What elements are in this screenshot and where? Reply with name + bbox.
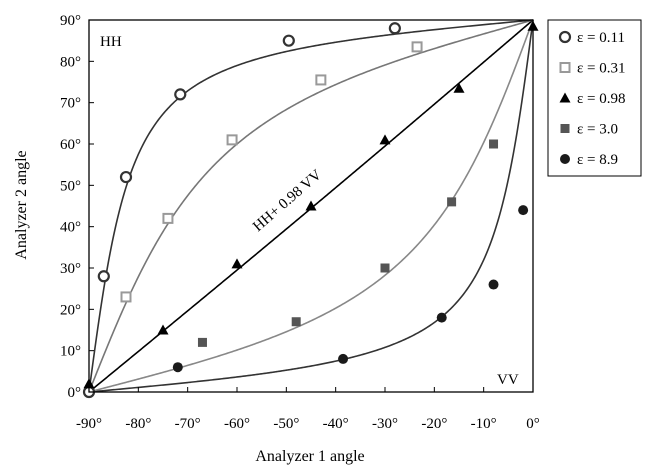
legend-label: ε = 8.9 <box>577 152 618 168</box>
y-tick-label: 30° <box>60 261 81 277</box>
legend-label: ε = 3.0 <box>577 122 618 138</box>
y-tick-label: 80° <box>60 54 81 70</box>
data-point <box>453 82 465 93</box>
data-point <box>119 170 133 184</box>
data-point <box>282 34 295 47</box>
data-point <box>174 88 187 101</box>
data-point <box>197 337 207 347</box>
data-point <box>338 353 349 364</box>
data-point <box>379 134 391 145</box>
x-tick-label: -30° <box>372 416 398 432</box>
data-point <box>157 324 169 335</box>
legend-marker <box>559 62 571 73</box>
data-point <box>411 41 423 53</box>
corner-label-vv: VV <box>497 372 519 388</box>
x-tick-label: -50° <box>273 416 299 432</box>
legend-marker <box>560 154 570 164</box>
x-tick-label: -90° <box>76 416 102 432</box>
x-tick-label: -20° <box>421 416 447 432</box>
axis-ticks <box>88 19 534 393</box>
y-axis-title: Analyzer 2 angle <box>13 150 30 259</box>
data-point <box>518 205 529 216</box>
legend-label: ε = 0.31 <box>577 61 626 77</box>
corner-label-hh: HH <box>100 34 122 50</box>
y-tick-label: 0° <box>68 385 82 401</box>
x-axis-title: Analyzer 1 angle <box>255 448 364 465</box>
axis-tick-labels: -90° -80° -70° -60° -50° -40° -30° -20° -10° 0° 0°… <box>60 13 540 432</box>
y-tick-label: 50° <box>60 178 81 194</box>
data-point <box>488 279 499 290</box>
data-point <box>380 263 390 273</box>
data-point <box>226 134 238 146</box>
data-point <box>97 270 110 283</box>
fit-curve <box>88 19 534 393</box>
x-tick-label: 0° <box>526 416 540 432</box>
data-point <box>291 317 301 327</box>
x-tick-label: -80° <box>125 416 151 432</box>
y-tick-label: 60° <box>60 137 81 153</box>
y-tick-label: 20° <box>60 302 81 318</box>
data-point <box>489 139 499 149</box>
y-tick-label: 10° <box>60 344 81 360</box>
data-point <box>447 197 457 207</box>
y-tick-label: 40° <box>60 220 81 236</box>
data-point <box>162 212 174 224</box>
fit-curve <box>88 19 534 393</box>
legend-label: ε = 0.11 <box>577 30 625 46</box>
diagonal-annotation: HH+ 0.98 VV <box>250 167 325 235</box>
y-tick-label: 70° <box>60 96 81 112</box>
x-tick-label: -40° <box>323 416 349 432</box>
data-point <box>172 362 183 373</box>
data-point <box>315 74 327 86</box>
fit-curve <box>88 19 534 393</box>
legend: ε = 0.11 ε = 0.31 ε = 0.98 ε = 3.0 ε = 8.9 <box>547 19 642 177</box>
x-tick-label: -60° <box>224 416 250 432</box>
data-point <box>305 200 317 211</box>
x-tick-label: -10° <box>471 416 497 432</box>
data-point <box>436 312 447 323</box>
plot-area <box>88 19 534 393</box>
y-tick-label: 90° <box>60 13 81 29</box>
legend-marker <box>559 92 571 103</box>
legend-marker <box>560 124 570 133</box>
legend-marker <box>558 30 572 44</box>
legend-label: ε = 0.98 <box>577 91 626 107</box>
data-point <box>388 22 401 35</box>
x-tick-label: -70° <box>175 416 201 432</box>
data-point <box>231 258 243 269</box>
fit-curve <box>88 19 534 393</box>
data-point <box>120 291 132 303</box>
